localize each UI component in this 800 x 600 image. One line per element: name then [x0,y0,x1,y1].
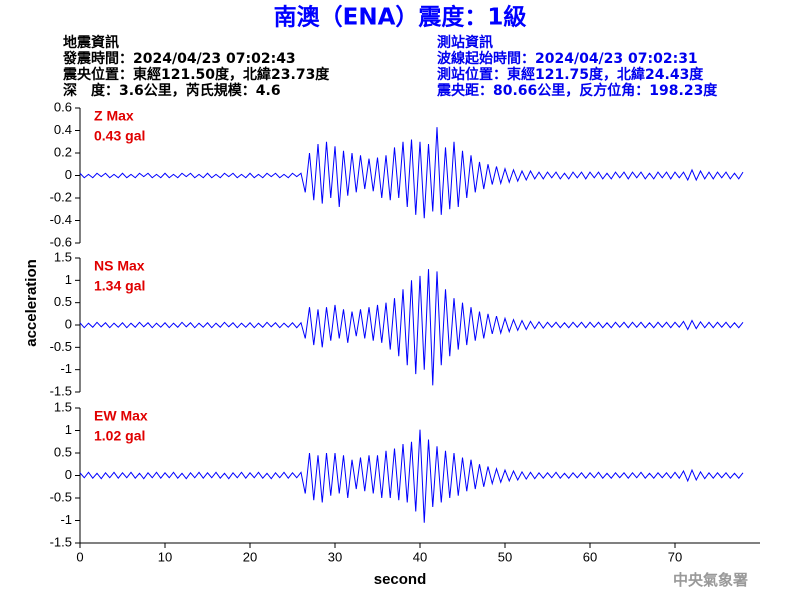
info-line: 地震資訊 [63,34,119,51]
waveform [79,269,744,386]
y-tick-label: -1.5 [50,534,72,549]
y-tick-label: 0 [65,467,72,482]
y-tick-label: -1 [60,512,72,527]
station-line: 測站資訊 [437,34,493,51]
y-tick-label: -0.2 [50,189,72,204]
panel-label: EW Max [94,408,148,424]
y-tick-label: 1.5 [54,399,72,414]
y-tick-label: 0 [65,167,72,182]
x-tick-label: 30 [328,549,342,564]
title: 南澳（ENA）震度：1級 [274,4,527,31]
x-tick-label: 0 [76,549,83,564]
y-tick-label: 0 [65,316,72,331]
y-tick-label: -1.5 [50,383,72,398]
x-tick-label: 50 [498,549,512,564]
y-tick-label: 0.2 [54,144,72,159]
x-tick-label: 10 [158,549,172,564]
y-tick-label: -1 [60,361,72,376]
y-tick-label: -0.4 [50,212,72,227]
x-tick-label: 70 [668,549,682,564]
y-tick-label: 0.4 [54,122,72,137]
info-line: 震央位置：東經121.50度，北緯23.73度 [62,66,330,83]
y-axis-label: acceleration [23,259,40,347]
y-tick-label: 0.6 [54,99,72,114]
info-line: 發震時間：2024/04/23 07:02:43 [62,50,296,67]
x-tick-label: 60 [583,549,597,564]
station-line: 震央距：80.66公里，反方位角：198.23度 [436,82,718,99]
panel-label: Z Max [94,108,134,124]
x-axis-label: second [374,571,427,588]
panel-max: 0.43 gal [94,128,145,144]
y-tick-label: 0.5 [54,444,72,459]
footer: 中央氣象署 [673,571,748,589]
y-tick-label: 1.5 [54,249,72,264]
y-tick-label: -0.5 [50,339,72,354]
panel-label: NS Max [94,258,145,274]
waveform [79,127,744,219]
station-line: 測站位置：東經121.75度，北緯24.43度 [437,66,704,83]
waveform [79,429,744,523]
y-tick-label: 1 [65,272,72,287]
x-tick-label: 20 [243,549,257,564]
panel-max: 1.02 gal [94,428,145,444]
panel-max: 1.34 gal [94,278,145,294]
y-tick-label: -0.5 [50,489,72,504]
y-tick-label: 1 [65,422,72,437]
station-line: 波線起始時間：2024/04/23 07:02:31 [437,50,698,67]
y-tick-label: 0.5 [54,294,72,309]
x-tick-label: 40 [413,549,427,564]
y-tick-label: -0.6 [50,234,72,249]
info-line: 深 度：3.6公里，芮氏規模：4.6 [63,82,281,99]
